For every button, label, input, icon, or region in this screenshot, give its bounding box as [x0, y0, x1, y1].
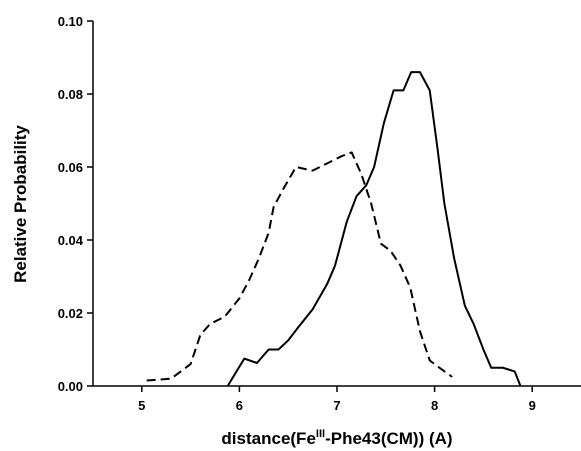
line-series — [226, 71, 522, 387]
y-tick-label: 0.04 — [58, 233, 84, 248]
line-series — [146, 151, 453, 382]
x-label-part: distance(Fe — [221, 429, 315, 448]
x-label-part: -Phe43(CM)) (A) — [325, 429, 453, 448]
y-tick-label: 0.02 — [58, 306, 83, 321]
y-tick-label: 0.00 — [58, 379, 83, 394]
y-tick-label: 0.06 — [58, 160, 83, 175]
x-axis-label: distance(FeIII-Phe43(CM)) (A) — [221, 428, 452, 448]
x-tick-label: 9 — [529, 398, 536, 413]
y-tick-label: 0.10 — [58, 14, 83, 29]
x-tick-label: 7 — [333, 398, 340, 413]
x-tick-label: 5 — [138, 398, 145, 413]
x-tick-label: 6 — [236, 398, 243, 413]
x-label-sup: III — [316, 428, 325, 440]
x-tick-label: 8 — [431, 398, 438, 413]
y-tick-label: 0.08 — [58, 87, 83, 102]
y-axis-label: Relative Probability — [11, 125, 30, 283]
